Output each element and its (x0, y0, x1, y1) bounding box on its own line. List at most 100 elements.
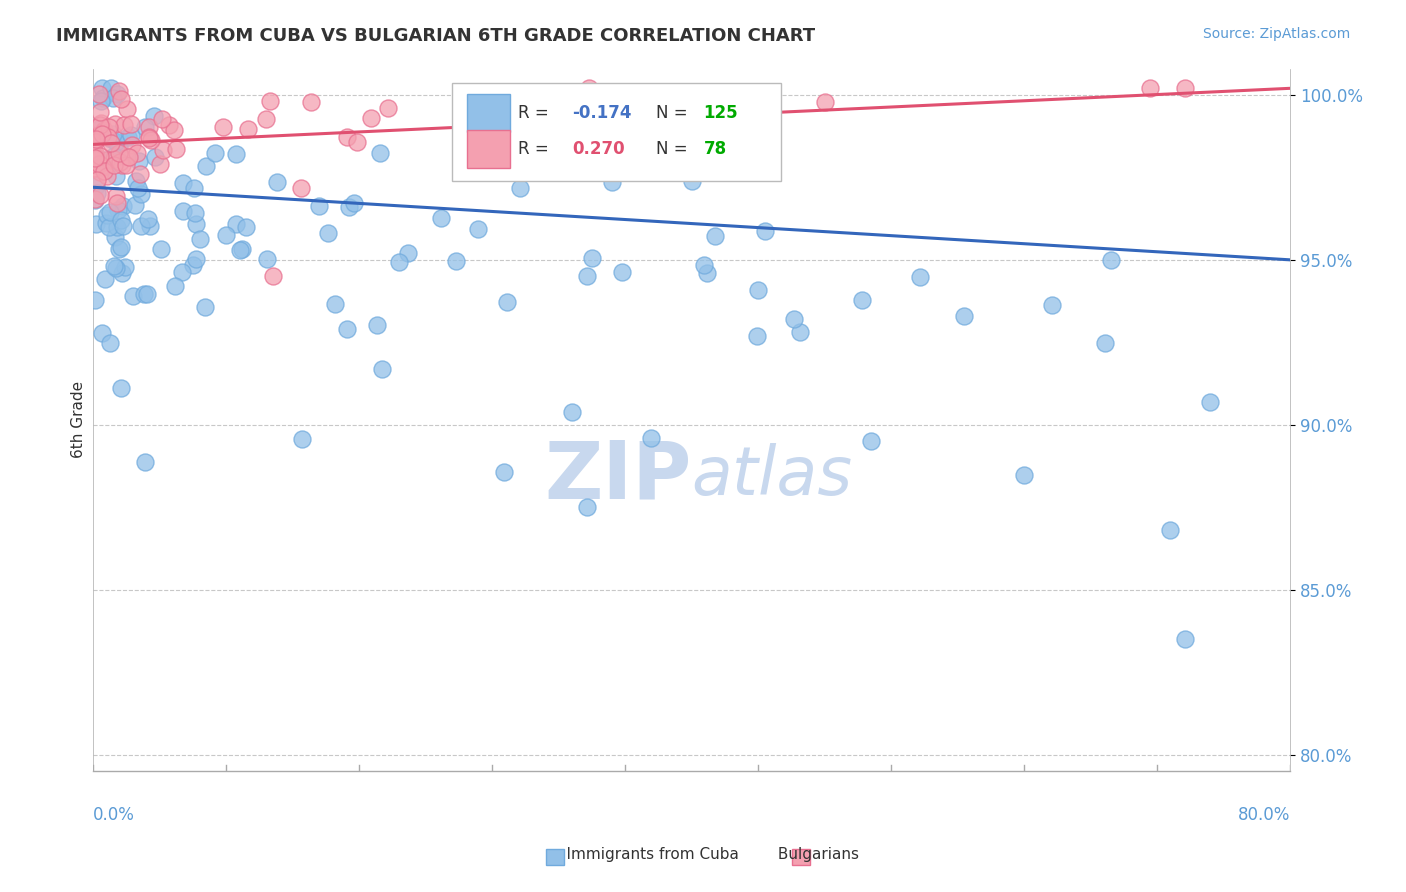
Point (84, 152, 107, 166)
Point (103, 127, 125, 141)
Point (83, 152, 105, 166)
Point (143, 109, 166, 123)
Point (851, 293, 873, 307)
Point (105, 220, 128, 235)
Point (103, 158, 125, 172)
Point (262, 269, 284, 284)
Point (143, 149, 166, 163)
Text: atlas: atlas (692, 443, 853, 509)
Point (91, 127, 114, 141)
Point (212, 120, 235, 134)
Point (89, 118, 111, 132)
Point (204, 146, 226, 161)
Point (103, 149, 125, 163)
Point (104, 117, 127, 131)
Point (693, 258, 716, 272)
Point (89, 188, 111, 202)
Point (157, 118, 180, 132)
Text: 0.270: 0.270 (572, 140, 624, 158)
Point (115, 158, 138, 172)
Point (108, 139, 131, 153)
Text: 78: 78 (703, 140, 727, 158)
Point (89, 104, 111, 119)
Point (360, 111, 382, 125)
Point (111, 266, 134, 280)
Point (561, 405, 583, 419)
Point (83, 152, 105, 166)
Point (908, 270, 931, 285)
Point (94, 153, 117, 167)
Point (509, 181, 531, 195)
Point (83, 128, 105, 143)
Point (225, 146, 247, 161)
Text: IMMIGRANTS FROM CUBA VS BULGARIAN 6TH GRADE CORRELATION CHART: IMMIGRANTS FROM CUBA VS BULGARIAN 6TH GR… (56, 27, 815, 45)
Point (98, 335, 121, 350)
Point (1042, 298, 1064, 312)
Point (90, 326, 112, 341)
Point (83, 193, 105, 207)
Point (225, 217, 247, 231)
Point (128, 167, 150, 181)
Point (953, 309, 976, 323)
Point (1099, 252, 1122, 267)
Point (149, 156, 172, 170)
Point (86, 186, 108, 201)
Point (84, 217, 107, 231)
Point (789, 325, 811, 339)
Point (132, 286, 155, 301)
Point (94, 272, 117, 286)
Text: Immigrants from Cuba        Bulgarians: Immigrants from Cuba Bulgarians (547, 847, 859, 862)
Point (215, 227, 238, 242)
Point (236, 121, 259, 136)
Point (111, 198, 134, 212)
Text: N =: N = (655, 140, 688, 158)
Point (134, 455, 156, 469)
Point (87, 122, 110, 136)
Point (366, 318, 388, 332)
Point (150, 243, 173, 257)
Point (91, 160, 114, 174)
Point (181, 258, 204, 272)
Point (104, 169, 127, 184)
Point (291, 433, 314, 447)
Point (860, 434, 883, 449)
Point (152, 143, 174, 157)
Point (323, 297, 346, 311)
Point (104, 229, 127, 244)
Point (89, 149, 111, 163)
Point (183, 181, 205, 195)
Point (429, 211, 451, 225)
Point (1159, 524, 1181, 538)
Text: 125: 125 (703, 103, 738, 122)
Point (696, 267, 718, 281)
Point (1174, 632, 1197, 647)
Point (499, 106, 522, 120)
Point (1174, 81, 1197, 95)
Point (600, 175, 623, 189)
Point (336, 130, 359, 145)
Point (83, 146, 105, 161)
Point (163, 123, 186, 137)
Point (108, 155, 131, 169)
Point (139, 219, 162, 234)
Point (194, 159, 217, 173)
Point (105, 189, 128, 203)
Point (612, 265, 634, 279)
Point (105, 135, 128, 149)
Point (115, 150, 138, 164)
Point (96, 169, 118, 183)
Point (86, 173, 108, 187)
Point (368, 146, 391, 161)
Point (96, 153, 118, 167)
Point (83, 149, 105, 163)
Point (118, 150, 141, 164)
Text: -0.174: -0.174 (572, 103, 631, 122)
Point (87, 128, 110, 142)
Point (122, 289, 145, 303)
Point (98, 120, 121, 134)
Point (697, 103, 720, 117)
Point (129, 219, 152, 233)
Point (256, 252, 278, 266)
Point (112, 219, 135, 234)
Point (110, 213, 132, 227)
